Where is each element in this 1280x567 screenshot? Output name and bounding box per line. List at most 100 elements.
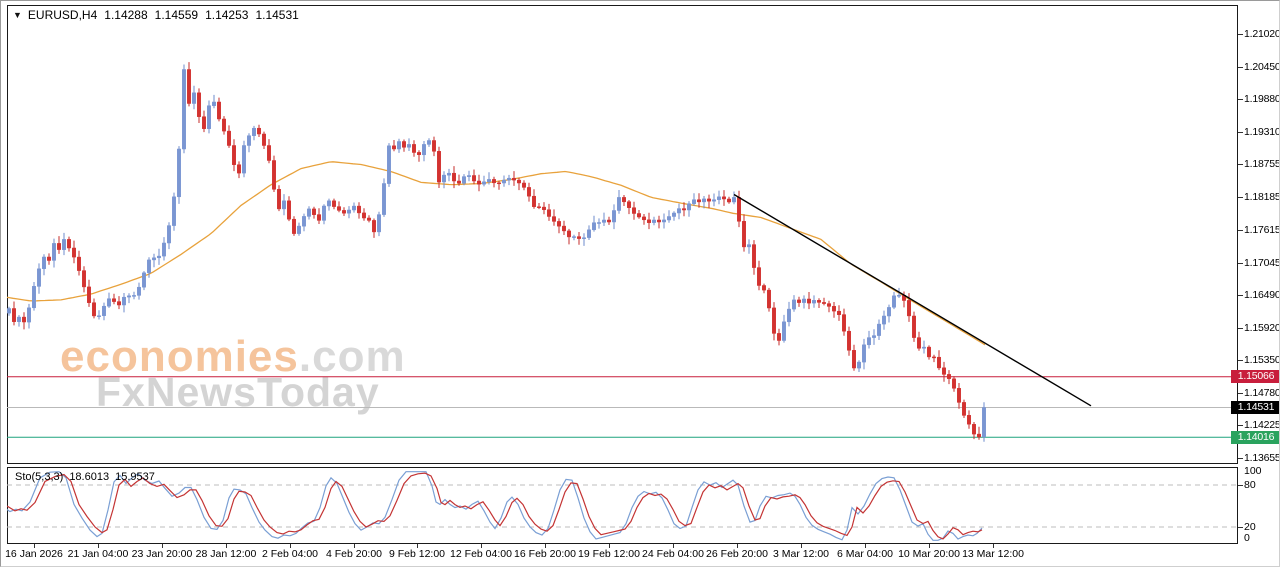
candle-body [7, 308, 11, 314]
candle-body [392, 145, 396, 150]
candle-body [282, 200, 286, 210]
candle-body [767, 289, 771, 309]
time-tick-mark [417, 544, 418, 548]
candle-body [12, 308, 16, 322]
sto-tick-label: 0 [1244, 532, 1250, 544]
price-tick-mark [1238, 328, 1243, 329]
ohlc-close: 1.14531 [255, 8, 299, 22]
candle-body [792, 299, 796, 310]
time-tick-label: 9 Feb 12:00 [388, 548, 446, 560]
candle-body [682, 208, 686, 211]
candle-body [202, 116, 206, 129]
candle-body [522, 182, 526, 188]
price-badge-resistance: 1.15066 [1231, 370, 1279, 383]
symbol-dropdown-icon[interactable]: ▼ [13, 10, 22, 20]
candle-body [867, 337, 871, 346]
candle-body [827, 303, 831, 307]
candle-body [657, 219, 661, 223]
candle-body [357, 205, 361, 214]
candle-body [592, 222, 596, 231]
candle-body [232, 145, 236, 165]
candle-body [662, 219, 666, 223]
candle-body [502, 179, 506, 184]
candle-body [757, 267, 761, 286]
candle-body [562, 225, 566, 232]
candle-body [602, 219, 606, 223]
candle-body [782, 321, 786, 341]
candle-body [922, 346, 926, 349]
candle-body [37, 268, 41, 287]
candle-body [87, 286, 91, 303]
time-tick-mark [481, 544, 482, 548]
moving-average-line[interactable] [7, 161, 986, 346]
candle-body [777, 333, 781, 341]
candle-body [247, 135, 251, 146]
candle-body [557, 221, 561, 227]
candle-body [822, 302, 826, 304]
sto-signal-line [7, 472, 983, 540]
price-tick-mark [1238, 263, 1243, 264]
candle-body [422, 144, 426, 156]
stochastic-canvas[interactable] [7, 467, 1238, 544]
candle-body [362, 212, 366, 219]
candle-body [442, 174, 446, 183]
candle-body [327, 200, 331, 207]
candle-body [762, 285, 766, 291]
time-tick-mark [162, 544, 163, 548]
sto-tick-label: 20 [1244, 521, 1256, 533]
time-tick-mark [545, 544, 546, 548]
price-tick-label: 1.18755 [1244, 158, 1280, 170]
price-tick-label: 1.16490 [1244, 289, 1280, 301]
candle-body [897, 295, 901, 297]
time-tick-mark [737, 544, 738, 548]
watermark-brand: economies.com [60, 332, 406, 382]
time-tick-label: 3 Mar 12:00 [772, 548, 830, 560]
candle-body [137, 286, 141, 296]
candle-body [507, 177, 511, 181]
time-tick-label: 10 Mar 20:00 [898, 548, 960, 560]
candle-body [372, 220, 376, 233]
candle-body [277, 189, 281, 210]
candle-body [347, 209, 351, 214]
candle-body [192, 92, 196, 104]
candle-body [307, 208, 311, 217]
candle-body [82, 270, 86, 288]
time-tick-label: 21 Jan 04:00 [67, 548, 129, 560]
time-tick-label: 16 Feb 20:00 [514, 548, 576, 560]
candle-body [257, 127, 261, 135]
ohlc-low: 1.14253 [205, 8, 249, 22]
candle-body [572, 236, 576, 238]
candle-body [342, 210, 346, 214]
candle-body [402, 141, 406, 148]
price-chart-canvas[interactable] [7, 5, 1238, 464]
candle-body [647, 219, 651, 223]
price-tick-mark [1238, 132, 1243, 133]
price-tick-label: 1.18185 [1244, 191, 1280, 203]
candle-body [622, 197, 626, 203]
candle-body [527, 187, 531, 197]
candle-body [352, 205, 356, 211]
price-tick-mark [1238, 34, 1243, 35]
candle-body [57, 243, 61, 250]
candle-body [447, 172, 451, 176]
candle-body [957, 388, 961, 403]
candle-body [707, 198, 711, 202]
candle-body [632, 207, 636, 214]
candle-body [292, 218, 296, 234]
stochastic-pane[interactable] [7, 467, 1238, 544]
candle-body [612, 210, 616, 223]
time-tick-label: 26 Feb 20:00 [706, 548, 768, 560]
candle-body [677, 208, 681, 214]
stochastic-name: Sto(5,3,3) [15, 471, 64, 483]
candle-body [297, 225, 301, 234]
candle-body [317, 214, 321, 221]
candle-body [212, 101, 216, 106]
candle-body [552, 216, 556, 222]
sto-tick-mark [1238, 485, 1243, 486]
candle-body [882, 315, 886, 325]
candle-body [962, 402, 966, 416]
candle-body [747, 244, 751, 248]
candle-body [517, 179, 521, 184]
resistance-trendline[interactable] [733, 193, 1092, 407]
candle-body [917, 337, 921, 349]
